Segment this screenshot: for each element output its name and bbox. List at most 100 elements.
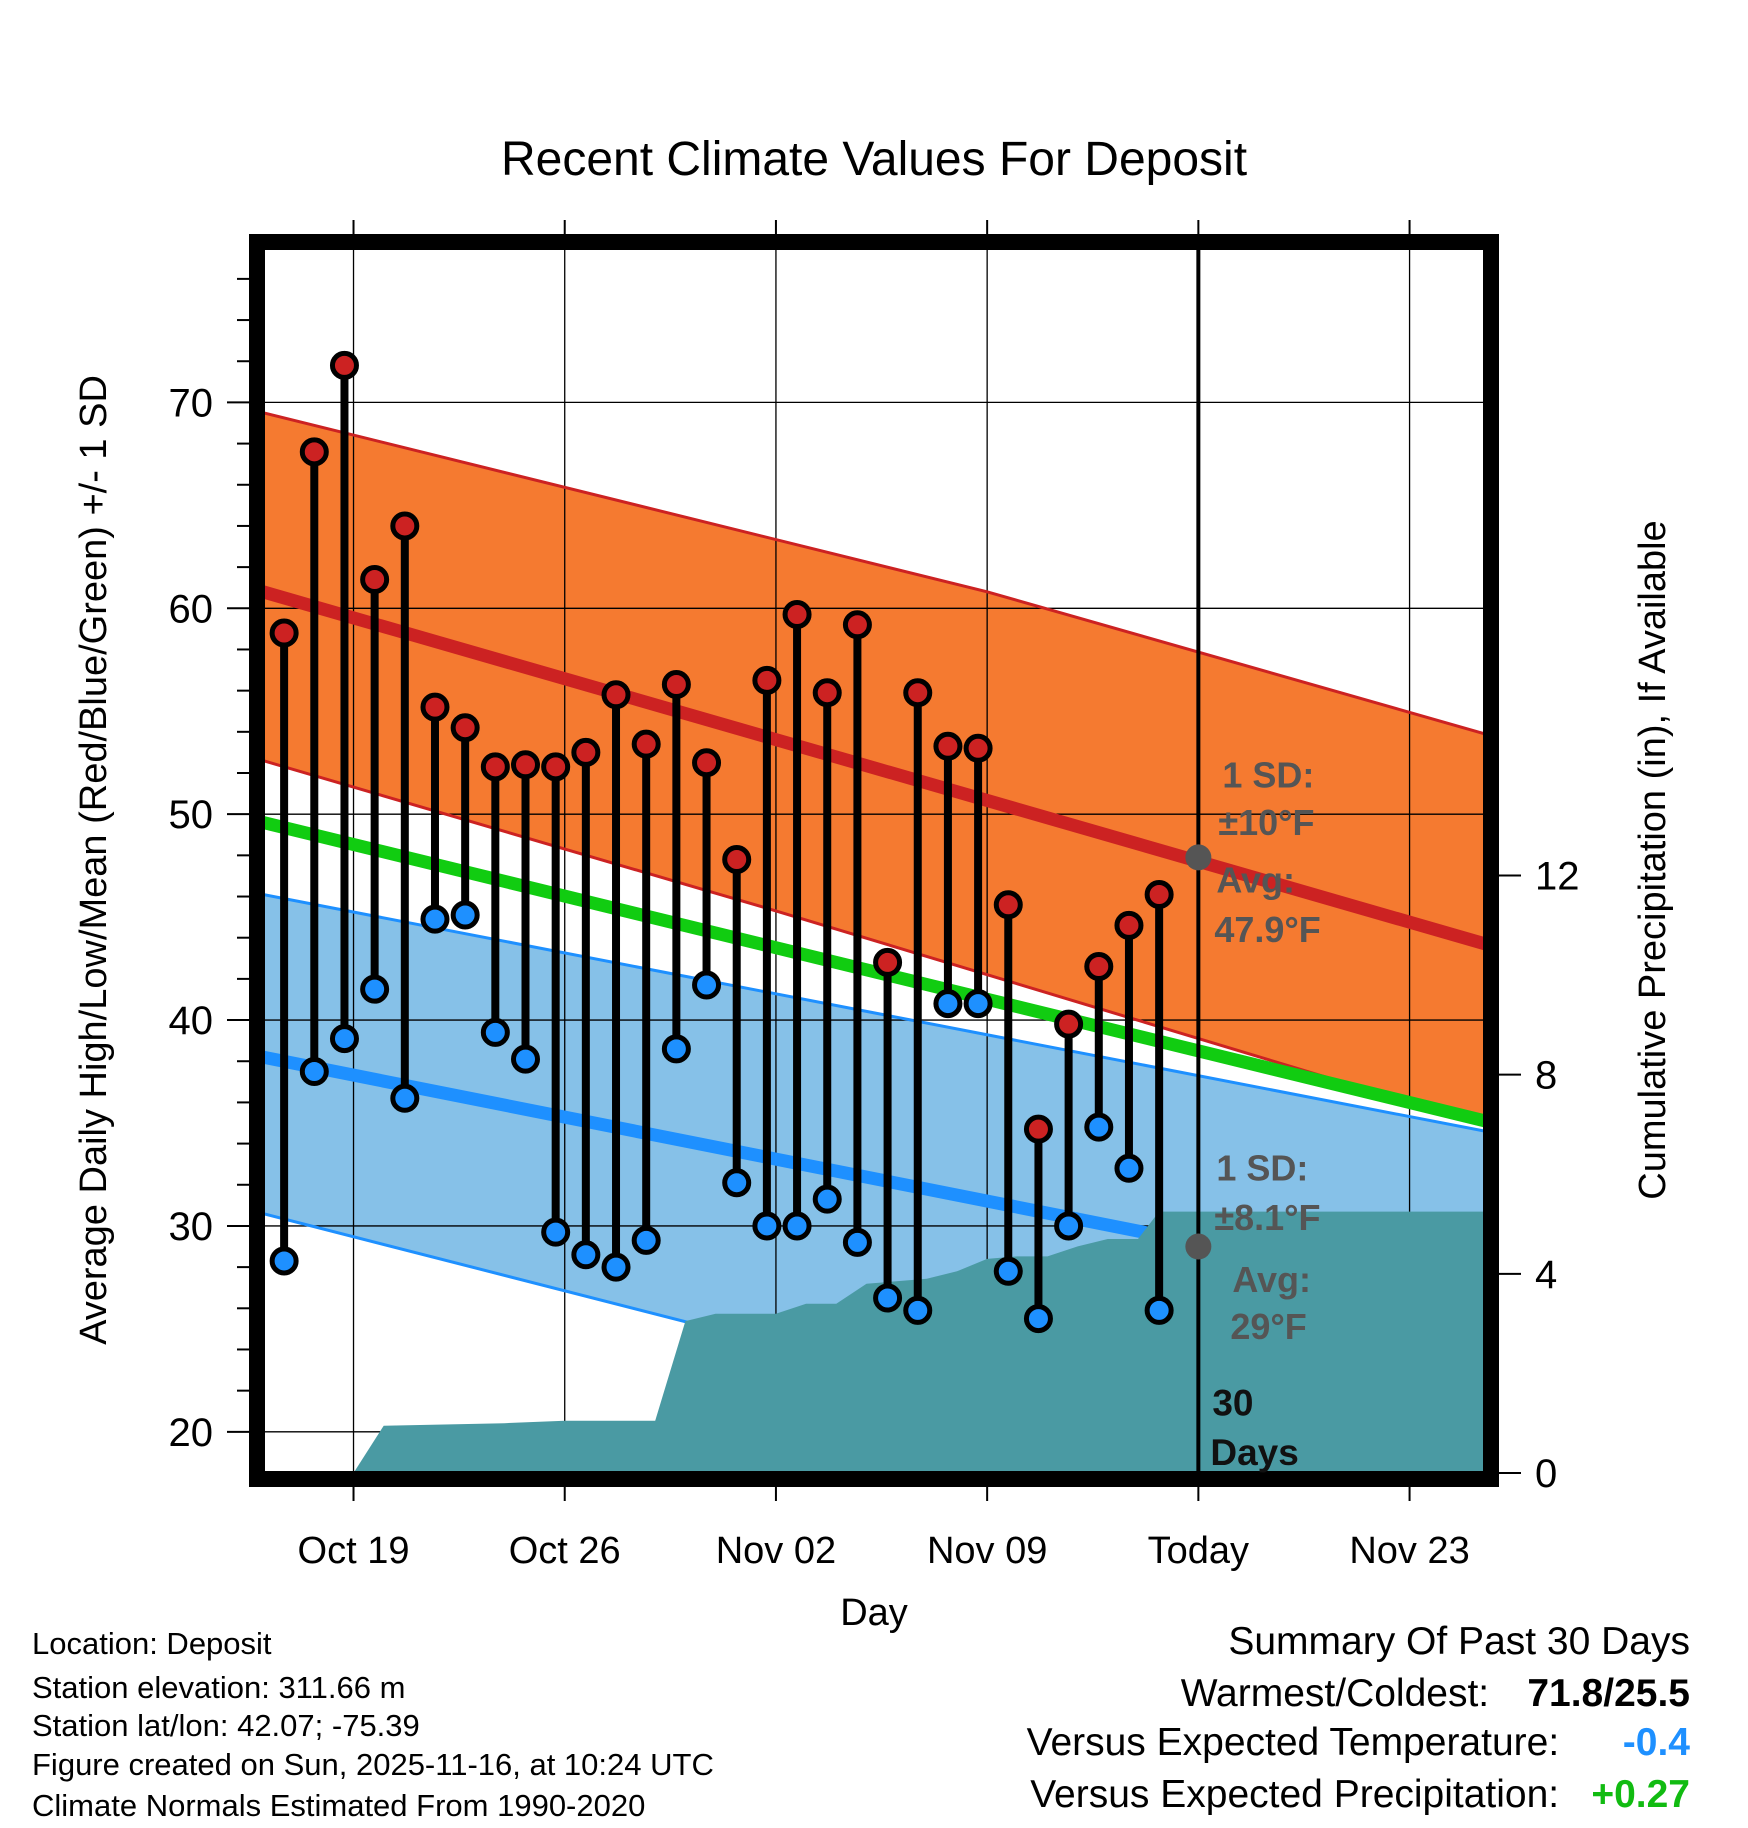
daily-high-point xyxy=(903,678,933,708)
daily-low-point xyxy=(752,1211,782,1241)
y-tick-label: 20 xyxy=(169,1411,214,1455)
y-tick-label: 40 xyxy=(169,999,214,1043)
daily-low-point xyxy=(1023,1304,1053,1334)
plot-frame xyxy=(249,234,1499,1487)
temp-label: Versus Expected Temperature: xyxy=(1026,1721,1560,1764)
normals-text: Climate Normals Estimated From 1990-2020 xyxy=(32,1788,646,1823)
daily-high-point xyxy=(511,750,541,780)
low-avg-title: Avg: xyxy=(1232,1259,1311,1300)
daily-high-point xyxy=(329,350,359,380)
daily-high-point xyxy=(631,729,661,759)
daily-low-point xyxy=(1084,1112,1114,1142)
high-sd-value: ±10°F xyxy=(1218,802,1314,843)
created-text: Figure created on Sun, 2025-11-16, at 10… xyxy=(32,1747,714,1782)
high-average-line xyxy=(263,585,1485,951)
high-sd-title: 1 SD: xyxy=(1222,754,1314,795)
daily-low-point xyxy=(963,989,993,1019)
daily-high-point xyxy=(1114,910,1144,940)
daily-low-point xyxy=(1114,1153,1144,1183)
daily-low-point xyxy=(812,1184,842,1214)
daily-low-point xyxy=(601,1252,631,1282)
daily-high-point xyxy=(390,511,420,541)
daily-high-point xyxy=(692,748,722,778)
daily-low-point xyxy=(782,1211,812,1241)
daily-low-point xyxy=(511,1044,541,1074)
daily-high-point xyxy=(993,890,1023,920)
daily-low-point xyxy=(329,1024,359,1054)
y-right-tick-label: 8 xyxy=(1535,1054,1557,1098)
daily-high-point xyxy=(360,564,390,594)
daily-high-point xyxy=(812,678,842,708)
daily-high-point xyxy=(661,669,691,699)
x-tick-label: Today xyxy=(1148,1530,1249,1572)
daily-high-point xyxy=(1084,952,1114,982)
daily-high-point xyxy=(782,599,812,629)
high-avg-value: 47.9°F xyxy=(1214,909,1320,950)
y-tick-label: 60 xyxy=(169,587,214,631)
y-tick-label: 50 xyxy=(169,793,214,837)
daily-low-point xyxy=(269,1246,299,1276)
summary-title: Summary Of Past 30 Days xyxy=(1228,1620,1690,1663)
x-tick-label: Oct 26 xyxy=(509,1530,621,1572)
y-right-tick-label: 4 xyxy=(1535,1253,1557,1297)
precip-label: Versus Expected Precipitation: xyxy=(1030,1773,1560,1816)
daily-high-point xyxy=(269,618,299,648)
x-tick-label: Nov 23 xyxy=(1349,1530,1469,1572)
precip-value: +0.27 xyxy=(1591,1773,1690,1816)
y-axis-label-right: Cumulative Precipitation (in), If Availa… xyxy=(1632,520,1674,1199)
summary-warm-cold: Warmest/Coldest: 71.8/25.5 xyxy=(1181,1674,1690,1713)
daily-low-point xyxy=(360,974,390,1004)
latlon-text: Station lat/lon: 42.07; -75.39 xyxy=(32,1708,420,1743)
high-avg-title: Avg: xyxy=(1216,859,1295,900)
daily-high-point xyxy=(752,665,782,695)
daily-high-point xyxy=(571,737,601,767)
low-avg-value: 29°F xyxy=(1230,1306,1306,1347)
daily-high-point xyxy=(963,733,993,763)
y-right-tick-label: 12 xyxy=(1535,854,1580,898)
warm-cold-label: Warmest/Coldest: xyxy=(1180,1672,1490,1715)
daily-low-point xyxy=(631,1225,661,1255)
daily-low-point xyxy=(420,904,450,934)
daily-low-point xyxy=(722,1168,752,1198)
daily-low-point xyxy=(450,900,480,930)
daily-high-point xyxy=(450,713,480,743)
daily-low-point xyxy=(842,1227,872,1257)
chart-title: Recent Climate Values For Deposit xyxy=(501,133,1247,186)
high-upper-line xyxy=(263,411,1485,736)
temp-value: -0.4 xyxy=(1622,1721,1690,1764)
high-average-marker xyxy=(1185,844,1212,871)
days-count: 30 xyxy=(1212,1382,1253,1423)
daily-high-point xyxy=(420,692,450,722)
plot-area xyxy=(263,248,1485,1473)
low-upper-line xyxy=(263,893,1485,1133)
daily-low-point xyxy=(480,1017,510,1047)
daily-low-point xyxy=(1054,1211,1084,1241)
x-tick-label: Nov 09 xyxy=(927,1530,1047,1572)
y-right-tick-label: 0 xyxy=(1535,1452,1557,1496)
daily-low-point xyxy=(692,970,722,1000)
daily-high-point xyxy=(722,844,752,874)
daily-high-point xyxy=(933,731,963,761)
cumulative-precipitation-area xyxy=(263,1211,1485,1473)
daily-high-point xyxy=(1144,879,1174,909)
low-sd-value: ±8.1°F xyxy=(1214,1197,1320,1238)
location-text: Location: Deposit xyxy=(32,1626,272,1661)
daily-high-point xyxy=(601,680,631,710)
x-tick-label: Oct 19 xyxy=(298,1530,410,1572)
daily-high-point xyxy=(842,610,872,640)
summary-temp: Versus Expected Temperature: -0.4 xyxy=(1027,1723,1690,1762)
y-tick-label: 30 xyxy=(169,1205,214,1249)
daily-low-point xyxy=(390,1083,420,1113)
daily-high-point xyxy=(299,437,329,467)
daily-low-point xyxy=(903,1295,933,1325)
daily-high-point xyxy=(1023,1114,1053,1144)
daily-low-point xyxy=(873,1283,903,1313)
daily-low-point xyxy=(661,1034,691,1064)
daily-low-point xyxy=(299,1057,329,1087)
low-average-marker xyxy=(1185,1233,1212,1260)
y-tick-label: 70 xyxy=(169,381,214,425)
x-axis-label: Day xyxy=(840,1592,908,1634)
summary-precip: Versus Expected Precipitation: +0.27 xyxy=(1030,1775,1690,1814)
elevation-text: Station elevation: 311.66 m xyxy=(32,1670,406,1705)
